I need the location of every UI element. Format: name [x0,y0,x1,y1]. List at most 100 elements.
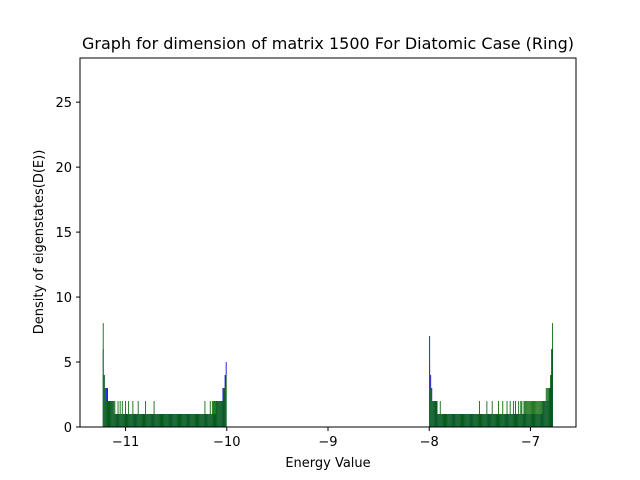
histogram-bar [540,401,542,427]
histogram-bar [498,401,499,427]
histogram-bar [548,388,550,427]
histogram-bar [551,349,552,427]
histogram-bar [134,414,136,427]
histogram-bar [451,414,453,427]
histogram-bar [197,414,198,427]
histogram-bar [490,414,492,427]
histogram-bar [171,414,173,427]
histogram-bar [165,414,167,427]
histogram-bar [203,414,205,427]
histogram-bar [473,414,475,427]
histogram-bar [431,401,433,427]
y-tick-label: 15 [55,226,72,241]
histogram-bar [440,414,442,427]
histogram-bar [429,362,431,427]
histogram-bar [135,414,137,427]
histogram-bar [463,414,464,427]
histogram-bar [454,414,456,427]
histogram-bar [439,401,441,427]
histogram-bar [477,414,479,427]
histogram-bar [486,401,488,427]
histogram-bar [537,401,539,427]
ticks-layer: −11 −10 −9 −8 −7 0 5 10 15 20 25 [55,96,540,450]
histogram-bar [214,401,215,427]
histogram-bar [519,414,521,427]
histogram-bar [160,414,161,427]
histogram-bar [198,414,200,427]
histogram-bar [467,414,469,427]
histogram-bar [186,414,188,427]
histogram-bar [109,401,110,427]
plot-frame [79,57,577,428]
histogram-bar [183,414,185,427]
histogram-bar [137,401,139,427]
histogram-bar [472,414,474,427]
histogram-bar [546,388,548,427]
histogram-bar [219,401,221,427]
histogram-bar [221,401,223,427]
histogram-bar [514,414,515,427]
histogram-bar [141,414,143,427]
histogram-bar [459,414,461,427]
histogram-bar [111,401,113,427]
histogram-bar [505,414,507,427]
histogram-bar [436,401,438,427]
histogram-bar [434,401,436,427]
histogram-bar [208,414,210,427]
histogram-bar [196,414,197,427]
histogram-bar [163,414,165,427]
y-tick-label: 25 [55,96,72,111]
histogram-bar [552,323,554,427]
histogram-bar [491,401,493,427]
histogram-bar [433,401,435,427]
y-tick-label: 0 [64,421,72,436]
histogram-bar [494,414,496,427]
histogram-bar [438,414,440,427]
histogram-bar [480,414,481,427]
histogram-bar [532,401,533,427]
histogram-bar [209,401,211,427]
histogram-bar [435,401,437,427]
histogram-bar [479,401,480,427]
histogram-bar [154,414,156,427]
histogram-bar [482,414,484,427]
histogram-bar [215,401,216,427]
histogram-bar [470,414,472,427]
histogram-bar [510,414,512,427]
histogram-bar [430,388,432,427]
histogram-bar [461,414,462,427]
histogram-bar [189,414,191,427]
histogram-bar [437,414,439,427]
histogram-bar [523,401,525,427]
histogram-bar [533,401,534,427]
histogram-bar [547,388,549,427]
histogram-bar [512,401,514,427]
histogram-bar [132,401,134,427]
histogram-bar [524,401,526,427]
histogram-bar [103,375,105,427]
histogram-bar [521,401,523,427]
histogram-bar [108,401,109,427]
histogram-bar [176,414,178,427]
histogram-bar [530,401,532,427]
histogram-bar [453,414,455,427]
histogram-bar [495,414,497,427]
histogram-bar [487,414,489,427]
histogram-bar [104,388,106,427]
histogram-bar [476,414,478,427]
histogram-bar [536,401,538,427]
histogram-bar [492,414,494,427]
histogram-bar [162,414,163,427]
histogram-bar [119,401,121,427]
histogram-bar [151,414,153,427]
histogram-bar [173,414,175,427]
histogram-bar [447,414,449,427]
histogram-bar [471,414,473,427]
y-tick-label: 10 [55,291,72,306]
histogram-bar [113,401,115,427]
histogram-bar [200,414,202,427]
histogram-bar [517,414,519,427]
histogram-bar [127,414,128,427]
histogram-bar [166,414,168,427]
